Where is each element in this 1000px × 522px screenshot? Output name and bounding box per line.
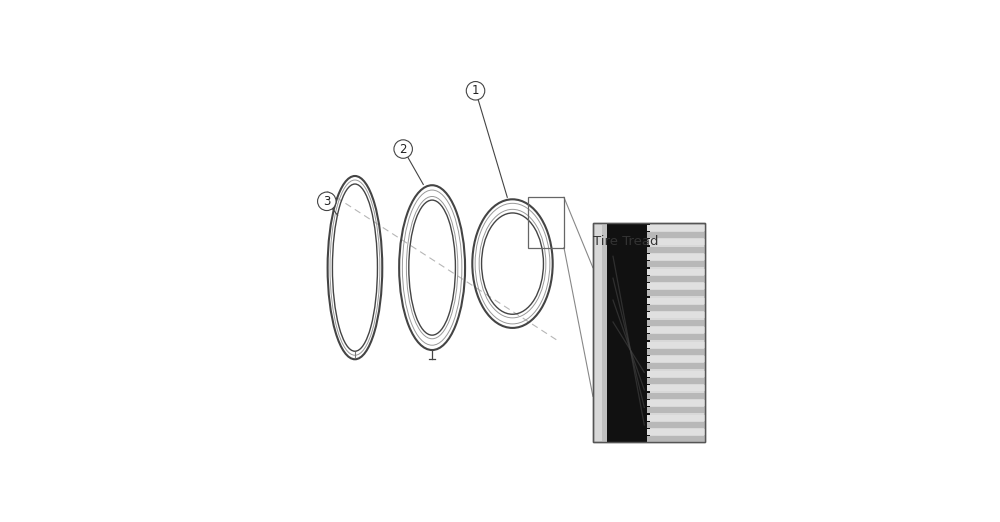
Bar [647, 334, 705, 340]
Text: 2: 2 [399, 143, 407, 156]
Bar [647, 349, 705, 355]
Bar [647, 385, 705, 392]
Bar [593, 223, 705, 443]
Text: Tire Tread: Tire Tread [593, 235, 658, 248]
Circle shape [318, 192, 336, 210]
Circle shape [466, 81, 485, 100]
Circle shape [394, 140, 412, 158]
Bar [607, 223, 650, 443]
Bar [647, 290, 705, 296]
Bar [647, 268, 705, 275]
Bar [647, 261, 705, 267]
Bar [593, 223, 705, 443]
Bar [647, 400, 705, 406]
Bar [647, 356, 705, 362]
Bar [647, 225, 705, 231]
Bar [647, 246, 705, 253]
Bar [647, 414, 705, 421]
Bar [647, 305, 705, 311]
Bar [647, 254, 705, 260]
Bar [647, 276, 705, 282]
Bar [647, 327, 705, 333]
Bar [647, 298, 705, 304]
Bar [647, 232, 705, 238]
Bar [602, 223, 609, 443]
Bar [647, 239, 705, 245]
Bar [528, 197, 564, 247]
Bar [647, 407, 705, 413]
Bar [647, 363, 705, 370]
Text: 3: 3 [323, 195, 330, 208]
Bar [647, 319, 705, 326]
Bar [647, 429, 705, 435]
Bar [647, 341, 705, 348]
Bar [647, 312, 705, 318]
Bar [647, 378, 705, 384]
Bar [647, 422, 705, 428]
Bar [647, 283, 705, 289]
Bar [647, 371, 705, 377]
Bar [647, 393, 705, 399]
Bar [647, 436, 705, 443]
Text: 1: 1 [472, 84, 479, 97]
